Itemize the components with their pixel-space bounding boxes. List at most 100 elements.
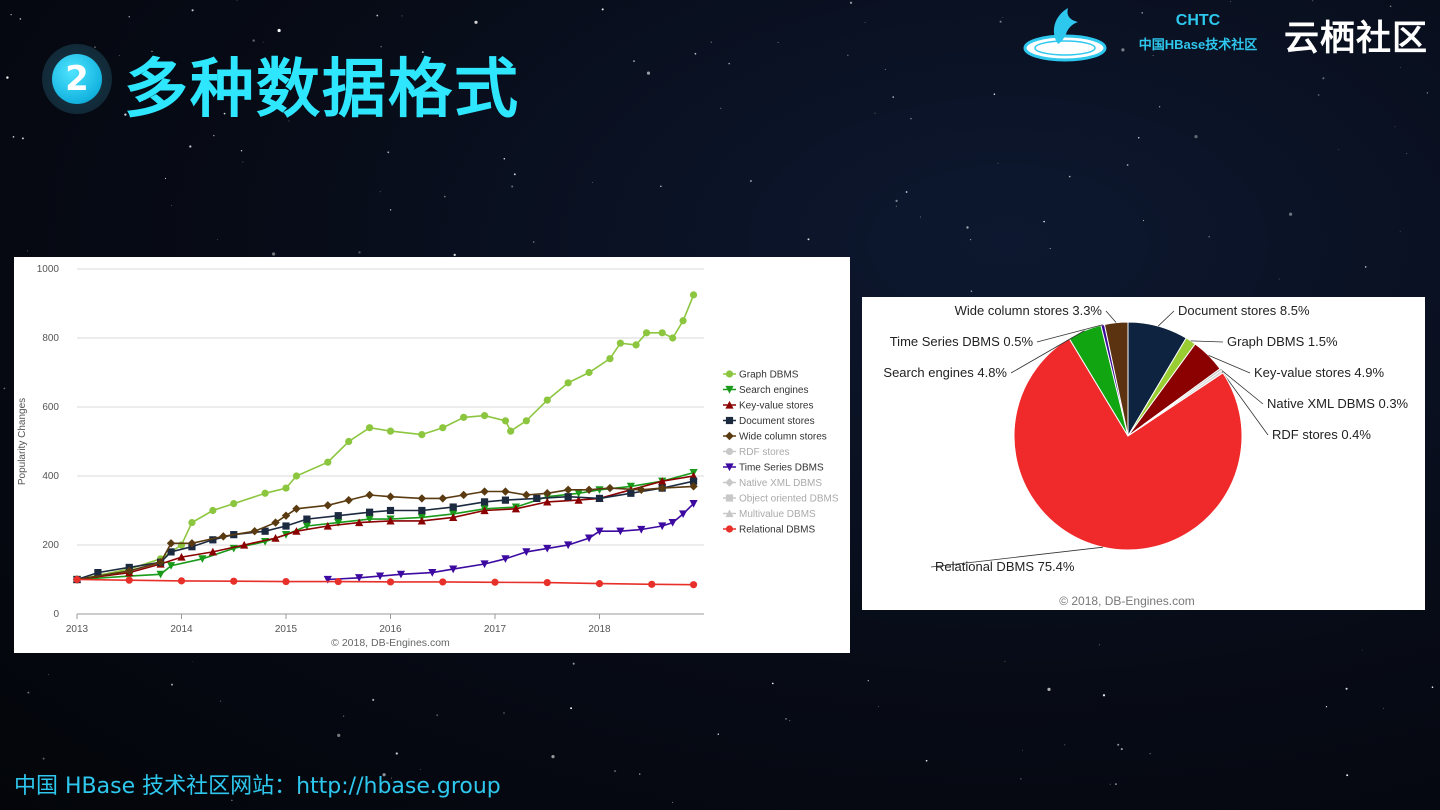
star [849, 1, 853, 4]
star [1325, 706, 1328, 708]
data-point [439, 578, 447, 586]
y-tick-label: 0 [53, 609, 59, 620]
data-point [543, 396, 551, 404]
pie-label: Key-value stores 4.9% [1254, 365, 1385, 380]
data-point [324, 458, 332, 466]
star [1346, 774, 1349, 777]
star [1194, 135, 1198, 139]
star [142, 70, 144, 73]
data-point [439, 424, 447, 432]
series-wide-column-stores [72, 482, 698, 584]
data-point [689, 477, 698, 485]
star [999, 20, 1002, 23]
legend-marker [725, 478, 734, 487]
pie-leader-line [1010, 330, 1085, 374]
data-point [355, 518, 364, 527]
star [997, 162, 999, 164]
data-point [658, 477, 667, 485]
star [1115, 783, 1117, 785]
line-chart-panel: 0 200 400 600 800 1000 2013 2014 2015 2016 2017 201… [14, 257, 850, 653]
star [3, 387, 6, 390]
legend-marker [725, 370, 734, 378]
data-point [355, 574, 364, 582]
star [771, 682, 774, 685]
star [382, 773, 386, 777]
star [1345, 687, 1348, 690]
data-point [366, 424, 374, 432]
data-point [271, 534, 280, 542]
data-point [480, 412, 489, 420]
star [969, 238, 972, 241]
star [376, 14, 379, 17]
data-point [323, 521, 332, 530]
star [1137, 136, 1140, 139]
series-document-stores [73, 477, 698, 584]
legend-label: Object oriented DBMS [739, 494, 839, 505]
pie-leader-line [1157, 310, 1175, 327]
star [391, 777, 392, 779]
star [27, 691, 30, 694]
star [240, 150, 243, 152]
data-point [627, 489, 635, 497]
data-point [501, 487, 510, 496]
data-point [334, 577, 342, 586]
series-line [327, 503, 695, 581]
star [443, 195, 446, 198]
star [1043, 220, 1045, 223]
data-point [417, 516, 426, 525]
data-point [669, 334, 677, 342]
data-point [365, 490, 374, 500]
dolphin-logo-icon [1023, 8, 1107, 62]
data-point [94, 569, 102, 577]
star [717, 733, 720, 735]
data-point [177, 541, 186, 549]
star [864, 22, 866, 24]
org-top: CHTC [1175, 12, 1221, 29]
star [118, 54, 120, 56]
pie-leader-line [1220, 369, 1264, 405]
x-tick-label: 2014 [170, 624, 193, 635]
star [532, 241, 535, 243]
legend-label: RDF stores [739, 447, 790, 458]
data-point [188, 518, 196, 527]
star [884, 68, 886, 70]
star [219, 700, 222, 702]
legend-marker [725, 416, 734, 425]
star [421, 51, 424, 54]
star [572, 662, 575, 665]
pie-slice-relational-dbms [1013, 337, 1243, 551]
data-point [616, 339, 625, 347]
star [503, 712, 505, 714]
data-point [522, 417, 530, 425]
legend-marker [725, 525, 734, 533]
data-point [595, 494, 604, 503]
star [177, 94, 179, 96]
star [1389, 5, 1392, 8]
star [164, 177, 167, 179]
data-point [507, 427, 515, 435]
star [513, 173, 516, 176]
star [337, 733, 341, 738]
star [94, 46, 96, 48]
data-point [522, 490, 531, 500]
pie-copyright: © 2018, DB-Engines.com [1059, 594, 1195, 608]
star [925, 759, 928, 762]
star [124, 113, 127, 116]
data-point [323, 575, 332, 584]
data-point [480, 487, 489, 496]
pie-chart-panel: Document stores 8.5% Graph DBMS 1.5% Key-v… [862, 297, 1425, 610]
chtc-logo-text: CHTC 中国HBase技术社区 [1130, 12, 1266, 53]
star [1121, 48, 1125, 52]
data-point [292, 504, 301, 513]
star [1383, 707, 1384, 709]
data-point [156, 558, 165, 567]
star [387, 151, 390, 154]
star [436, 714, 439, 717]
data-point [438, 494, 447, 503]
data-point [689, 291, 698, 299]
data-point [208, 547, 217, 556]
star [12, 136, 15, 138]
y-tick-label: 200 [42, 540, 59, 551]
data-point [166, 562, 176, 570]
data-point [543, 544, 552, 553]
